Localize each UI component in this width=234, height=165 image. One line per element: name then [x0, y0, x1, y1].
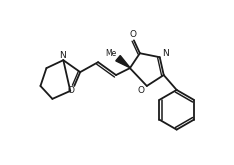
- Text: O: O: [68, 86, 75, 95]
- Text: Me: Me: [105, 49, 117, 58]
- Text: N: N: [59, 51, 66, 60]
- Text: O: O: [129, 30, 136, 39]
- Text: N: N: [162, 49, 169, 58]
- Polygon shape: [116, 56, 130, 68]
- Text: O: O: [137, 86, 144, 95]
